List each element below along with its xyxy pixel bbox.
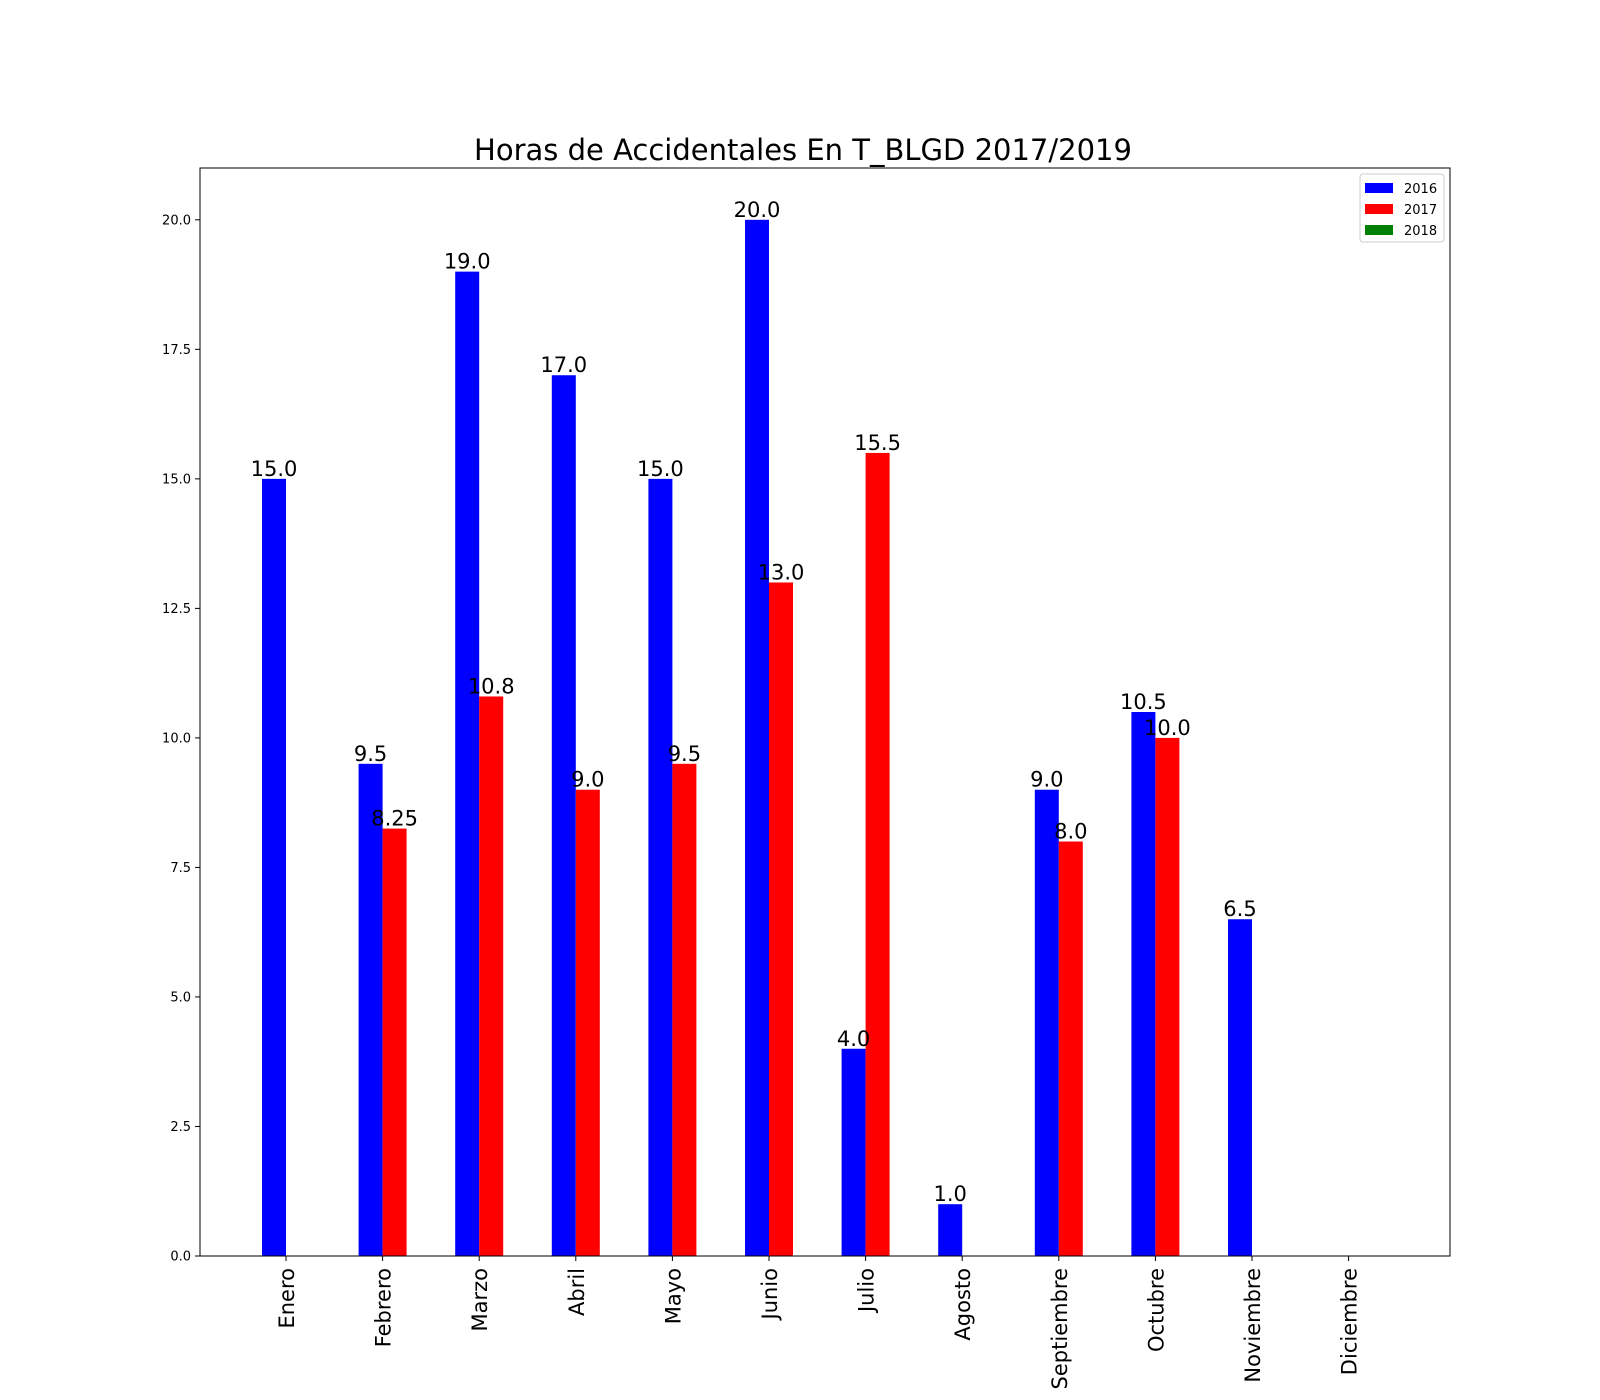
legend-label: 2017 [1404, 203, 1437, 218]
bar-2016-enero [262, 478, 286, 1256]
y-tick-label: 2.5 [170, 1120, 191, 1135]
legend: 2016 2017 2018 [1359, 173, 1445, 243]
x-tick-label: Julio [855, 1268, 879, 1314]
x-tick-label: Marzo [468, 1268, 492, 1332]
data-label: 9.0 [1030, 768, 1063, 792]
bars-layer [262, 219, 1252, 1257]
data-label: 10.0 [1144, 716, 1191, 740]
data-label: 8.0 [1054, 820, 1087, 844]
data-labels-layer: 15.0 9.5 19.0 17.0 15.0 20.0 4.0 1.0 9.0 10.5 6.5 8… [251, 198, 1257, 1206]
y-tick-label: 7.5 [170, 861, 191, 876]
data-label: 17.0 [540, 353, 587, 377]
bar-2016-mayo [648, 478, 673, 1256]
data-label: 15.5 [854, 431, 901, 455]
y-tick-label: 12.5 [162, 602, 191, 617]
bar-2017-mayo [672, 763, 697, 1256]
y-tick-label: 10.0 [162, 731, 191, 746]
bar-2016-noviembre [1228, 919, 1252, 1256]
bar-2016-junio [745, 219, 769, 1256]
y-tick-label: 5.0 [170, 990, 191, 1005]
bar-2017-junio [769, 582, 793, 1256]
x-axis: Enero Febrero Marzo Abril Mayo Junio Julio Agos… [275, 1256, 1362, 1389]
legend-swatch [1365, 183, 1393, 193]
bar-2016-febrero [358, 763, 383, 1256]
data-label: 4.0 [837, 1027, 870, 1051]
x-tick-label: Enero [275, 1268, 299, 1329]
data-label: 1.0 [933, 1182, 966, 1206]
x-tick-label: Diciembre [1338, 1268, 1362, 1375]
x-tick-label: Abril [565, 1268, 589, 1316]
plot-frame [199, 167, 1451, 1257]
bar-2017-julio [865, 452, 890, 1256]
data-label: 8.25 [371, 807, 418, 831]
legend-swatch [1365, 204, 1393, 214]
x-tick-label: Noviembre [1241, 1268, 1265, 1383]
data-label: 19.0 [444, 250, 491, 274]
bar-2017-marzo [479, 696, 504, 1256]
data-label: 9.0 [571, 768, 604, 792]
x-tick-label: Agosto [951, 1268, 975, 1341]
bar-2016-abril [551, 375, 576, 1256]
y-tick-label: 20.0 [162, 213, 191, 228]
chart-title: Horas de Accidentales En T_BLGD 2017/201… [474, 133, 1132, 167]
bar-2017-abril [575, 789, 600, 1256]
legend-swatch [1365, 225, 1393, 235]
x-tick-label: Febrero [372, 1268, 396, 1347]
legend-label: 2016 [1404, 182, 1437, 197]
data-label: 9.5 [668, 742, 701, 766]
y-tick-label: 17.5 [162, 343, 191, 358]
x-tick-label: Junio [758, 1268, 782, 1322]
x-tick-label: Mayo [661, 1268, 685, 1324]
data-label: 15.0 [637, 457, 684, 481]
bar-2016-septiembre [1034, 789, 1059, 1256]
bar-2016-julio [841, 1048, 866, 1256]
bar-2016-marzo [455, 271, 480, 1257]
data-label: 9.5 [354, 742, 387, 766]
data-label: 20.0 [734, 198, 781, 222]
legend-label: 2018 [1404, 224, 1437, 239]
y-tick-label: 15.0 [162, 472, 191, 487]
bar-2016-agosto [938, 1204, 963, 1256]
bar-2017-septiembre [1058, 841, 1083, 1256]
data-label: 15.0 [251, 457, 298, 481]
data-label: 10.5 [1120, 690, 1167, 714]
data-label: 10.8 [468, 674, 515, 698]
bar-2017-octubre [1155, 737, 1180, 1256]
y-tick-label: 0.0 [170, 1250, 191, 1265]
data-label: 13.0 [758, 560, 805, 584]
x-tick-label: Octubre [1144, 1268, 1168, 1352]
y-axis: 0.0 2.5 5.0 7.5 10.0 12.5 15.0 17.5 20.0 [162, 213, 200, 1265]
x-tick-label: Septiembre [1048, 1268, 1072, 1389]
bar-2016-octubre [1131, 712, 1156, 1256]
data-label: 6.5 [1223, 897, 1256, 921]
bar-2017-febrero [382, 828, 407, 1256]
